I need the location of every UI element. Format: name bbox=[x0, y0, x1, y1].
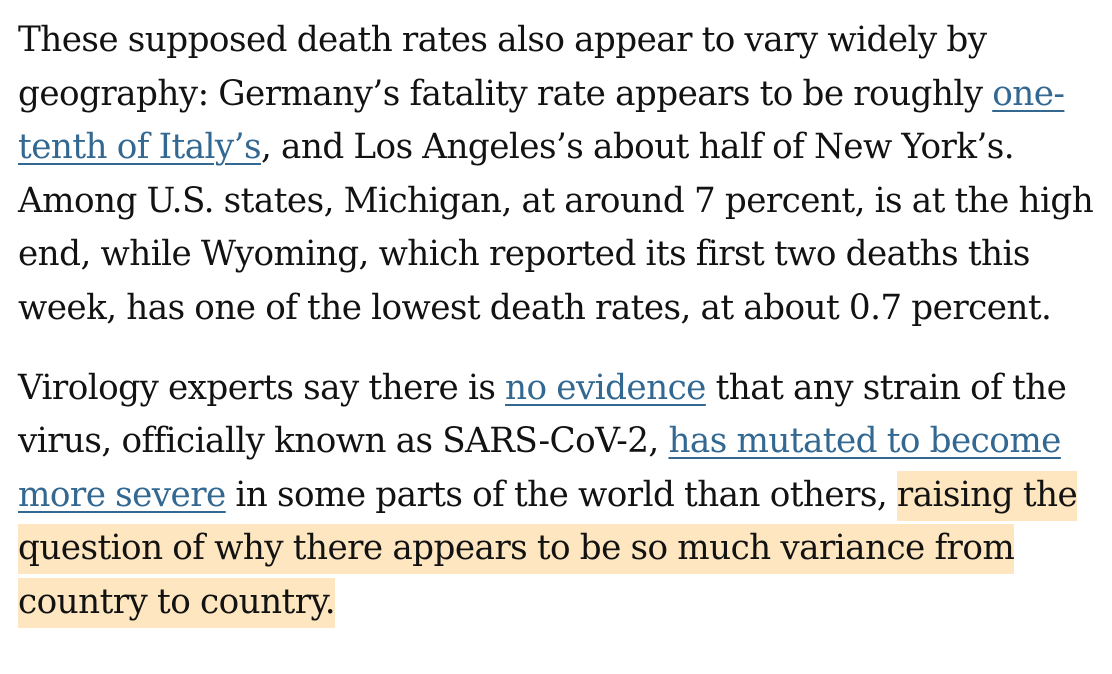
paragraph-text: that any strain of the virus, officially… bbox=[18, 367, 1067, 462]
paragraph-text: , and Los Angeles’s about half of New Yo… bbox=[18, 127, 1094, 328]
paragraph-virology: Virology experts say there is no evidenc… bbox=[18, 362, 1098, 630]
paragraph-death-rates: These supposed death rates also appear t… bbox=[18, 14, 1098, 336]
article-body: These supposed death rates also appear t… bbox=[18, 14, 1098, 656]
paragraph-text: Virology experts say there is bbox=[18, 367, 506, 408]
paragraph-text: in some parts of the world than others, bbox=[225, 474, 897, 515]
link-one-tenth-of-italys[interactable]: one-tenth of Italy’s bbox=[18, 73, 1065, 168]
paragraph-text: These supposed death rates also appear t… bbox=[18, 20, 993, 114]
link-no-evidence[interactable]: no evidence bbox=[505, 367, 706, 408]
link-has-mutated[interactable]: has mutated to become more severe bbox=[18, 421, 1061, 515]
